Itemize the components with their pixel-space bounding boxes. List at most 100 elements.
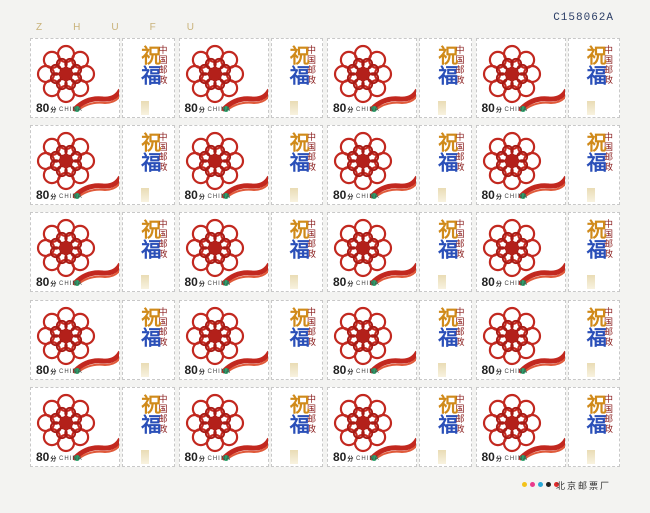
tassel-icon — [73, 437, 119, 461]
tassel-icon — [221, 88, 268, 112]
stamp: 80分 CHINA — [30, 38, 120, 118]
gold-streak-icon — [438, 101, 446, 115]
greeting-label: 中国邮政 祝福 — [122, 386, 175, 467]
stamp-with-label: 80分 CHINA 中国邮政 祝福 — [475, 125, 620, 208]
blessing-text: 祝福 — [583, 306, 606, 347]
gold-streak-icon — [289, 101, 298, 115]
tassel-icon — [518, 350, 565, 374]
blessing-text: 祝福 — [434, 393, 457, 434]
margin-letter: U — [111, 22, 121, 33]
greeting-label: 中国邮政 祝福 — [270, 212, 323, 293]
stamp-with-label: 80分 CHINA 中国邮政 祝福 — [30, 386, 175, 470]
tassel-icon — [221, 175, 268, 200]
stamp-country: CHINA — [59, 107, 83, 113]
stamp: 80分 CHINA — [178, 299, 269, 380]
stamp-with-label: 80分 CHINA 中国邮政 祝福 — [327, 299, 472, 383]
blessing-text: 祝福 — [434, 132, 457, 173]
stamp-issuer: 中国邮政 — [157, 306, 168, 347]
stamp-denomination: 80分 — [481, 449, 502, 464]
tassel-icon — [370, 350, 416, 374]
greeting-label: 中国邮政 祝福 — [122, 38, 175, 118]
blessing-text: 祝福 — [137, 219, 160, 260]
gold-streak-icon — [289, 449, 298, 464]
stamp-country: CHINA — [207, 455, 232, 462]
stamp-with-label: 80分 CHINA 中国邮政 祝福 — [178, 125, 323, 208]
gold-streak-icon — [141, 275, 149, 290]
blessing-text: 祝福 — [137, 393, 160, 434]
stamp-country: CHINA — [356, 368, 380, 375]
greeting-label: 中国邮政 祝福 — [419, 125, 472, 206]
gold-streak-icon — [289, 275, 298, 290]
stamp-with-label: 80分 CHINA 中国邮政 祝福 — [30, 38, 175, 121]
greeting-label: 中国邮政 祝福 — [419, 38, 472, 118]
stamp-country: CHINA — [207, 368, 232, 375]
color-dot — [554, 482, 559, 487]
margin-letter: Z — [36, 22, 45, 33]
stamp-country: CHINA — [59, 194, 83, 201]
greeting-label: 中国邮政 祝福 — [122, 299, 175, 380]
blessing-text: 祝福 — [286, 393, 309, 434]
stamp-denomination: 80分 — [333, 101, 354, 115]
stamp: 80分 CHINA — [30, 212, 120, 293]
stamp-issuer: 中国邮政 — [454, 132, 465, 173]
blessing-text: 祝福 — [137, 306, 160, 347]
chinese-knot-icon — [185, 219, 244, 278]
gold-streak-icon — [141, 188, 149, 203]
color-dot — [522, 482, 527, 487]
stamp-issuer: 中国邮政 — [603, 393, 613, 434]
stamp-issuer: 中国邮政 — [306, 132, 316, 173]
stamp-country: CHINA — [356, 281, 380, 288]
chinese-knot-icon — [482, 306, 541, 365]
tassel-icon — [370, 175, 416, 200]
stamp: 80分 CHINA — [475, 38, 566, 118]
tassel-icon — [370, 263, 416, 287]
stamp-issuer: 中国邮政 — [157, 393, 168, 434]
blessing-text: 祝福 — [286, 306, 309, 347]
chinese-knot-icon — [333, 132, 393, 191]
gold-streak-icon — [438, 362, 446, 377]
chinese-knot-icon — [333, 393, 393, 452]
stamp-country: CHINA — [356, 194, 380, 201]
gold-streak-icon — [438, 449, 446, 464]
color-dot — [530, 482, 535, 487]
stamp: 80分 CHINA — [178, 386, 269, 467]
chinese-knot-icon — [185, 44, 244, 104]
color-dot — [546, 482, 551, 487]
stamp-with-label: 80分 CHINA 中国邮政 祝福 — [475, 299, 620, 383]
stamp-issuer: 中国邮政 — [454, 219, 465, 260]
stamp-issuer: 中国邮政 — [454, 306, 465, 347]
stamp-country: CHINA — [356, 455, 380, 462]
tassel-icon — [370, 437, 416, 461]
stamp-issuer: 中国邮政 — [603, 306, 613, 347]
stamp-issuer: 中国邮政 — [454, 45, 465, 85]
stamp-denomination: 80分 — [481, 188, 502, 203]
serial-number: C158062A — [553, 12, 614, 24]
gold-streak-icon — [586, 101, 595, 115]
stamp-country: CHINA — [59, 368, 83, 375]
blessing-text: 祝福 — [286, 45, 309, 85]
gold-streak-icon — [141, 449, 149, 464]
chinese-knot-icon — [185, 393, 244, 452]
stamp: 80分 CHINA — [327, 38, 417, 118]
greeting-label: 中国邮政 祝福 — [270, 38, 323, 118]
stamp-country: CHINA — [504, 455, 529, 462]
blessing-text: 祝福 — [434, 219, 457, 260]
stamp: 80分 CHINA — [475, 386, 566, 467]
blessing-text: 祝福 — [137, 132, 160, 173]
margin-letter: U — [186, 22, 196, 33]
greeting-label: 中国邮政 祝福 — [419, 386, 472, 467]
chinese-knot-icon — [333, 44, 393, 104]
greeting-label: 中国邮政 祝福 — [270, 125, 323, 206]
stamp-country: CHINA — [207, 194, 232, 201]
stamp-grid: 80分 CHINA 中国邮政 祝福 80分 CHINA 中国邮政 祝福 — [30, 38, 620, 470]
tassel-icon — [518, 175, 565, 200]
stamp-denomination: 80分 — [333, 188, 354, 203]
chinese-knot-icon — [482, 219, 541, 278]
tassel-icon — [73, 350, 119, 374]
tassel-icon — [221, 437, 268, 461]
stamp-denomination: 80分 — [36, 101, 57, 115]
stamp-denomination: 80分 — [36, 362, 57, 377]
chinese-knot-icon — [333, 306, 393, 365]
stamp: 80分 CHINA — [30, 386, 120, 467]
